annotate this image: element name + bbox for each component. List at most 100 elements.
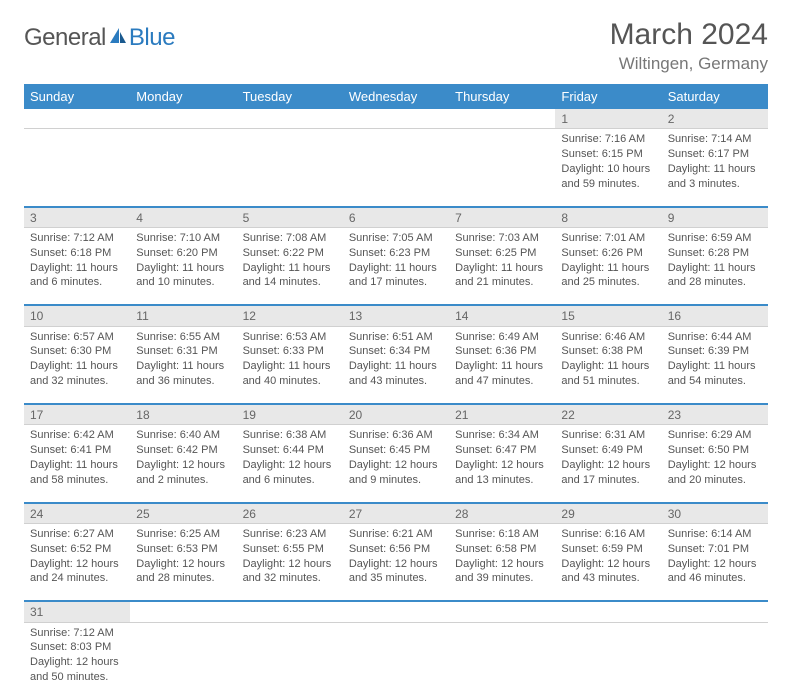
sunset-text: Sunset: 6:25 PM: [455, 246, 549, 261]
daylight-text: Daylight: 12 hours and 17 minutes.: [561, 458, 655, 488]
sunrise-text: Sunrise: 7:12 AM: [30, 231, 124, 246]
day-cell: Sunrise: 6:25 AMSunset: 6:53 PMDaylight:…: [130, 523, 236, 601]
sunrise-text: Sunrise: 7:08 AM: [243, 231, 337, 246]
sunrise-text: Sunrise: 6:36 AM: [349, 428, 443, 443]
day-number-row: 12: [24, 109, 768, 129]
day-cell: Sunrise: 6:31 AMSunset: 6:49 PMDaylight:…: [555, 425, 661, 503]
sunrise-text: Sunrise: 6:34 AM: [455, 428, 549, 443]
sunset-text: Sunset: 6:53 PM: [136, 542, 230, 557]
day-number-cell: 13: [343, 305, 449, 326]
sunrise-text: Sunrise: 6:27 AM: [30, 527, 124, 542]
day-cell: Sunrise: 6:14 AMSunset: 7:01 PMDaylight:…: [662, 523, 768, 601]
sunrise-text: Sunrise: 6:59 AM: [668, 231, 762, 246]
sunrise-text: Sunrise: 7:14 AM: [668, 132, 762, 147]
day-cell: Sunrise: 7:14 AMSunset: 6:17 PMDaylight:…: [662, 129, 768, 207]
sunset-text: Sunset: 6:45 PM: [349, 443, 443, 458]
day-cell: Sunrise: 7:12 AMSunset: 8:03 PMDaylight:…: [24, 622, 130, 700]
day-cell: Sunrise: 6:38 AMSunset: 6:44 PMDaylight:…: [237, 425, 343, 503]
logo: General Blue: [24, 24, 175, 52]
sunrise-text: Sunrise: 7:12 AM: [30, 626, 124, 641]
daylight-text: Daylight: 12 hours and 28 minutes.: [136, 557, 230, 587]
daylight-text: Daylight: 11 hours and 36 minutes.: [136, 359, 230, 389]
sunrise-text: Sunrise: 7:03 AM: [455, 231, 549, 246]
day-number-cell: 21: [449, 404, 555, 425]
day-number-cell: 15: [555, 305, 661, 326]
sunset-text: Sunset: 6:20 PM: [136, 246, 230, 261]
day-number-cell: 29: [555, 503, 661, 524]
day-number-cell: 8: [555, 207, 661, 228]
daylight-text: Daylight: 11 hours and 25 minutes.: [561, 261, 655, 291]
day-number-cell: [343, 109, 449, 129]
day-cell: Sunrise: 6:23 AMSunset: 6:55 PMDaylight:…: [237, 523, 343, 601]
day-number-cell: 25: [130, 503, 236, 524]
daylight-text: Daylight: 11 hours and 14 minutes.: [243, 261, 337, 291]
sunrise-text: Sunrise: 6:44 AM: [668, 330, 762, 345]
daylight-text: Daylight: 11 hours and 51 minutes.: [561, 359, 655, 389]
day-number-cell: 19: [237, 404, 343, 425]
logo-text-general: General: [24, 24, 106, 52]
daylight-text: Daylight: 10 hours and 59 minutes.: [561, 162, 655, 192]
sunset-text: Sunset: 6:52 PM: [30, 542, 124, 557]
day-cell: [343, 622, 449, 700]
daylight-text: Daylight: 12 hours and 9 minutes.: [349, 458, 443, 488]
day-cell: Sunrise: 6:27 AMSunset: 6:52 PMDaylight:…: [24, 523, 130, 601]
day-content-row: Sunrise: 6:27 AMSunset: 6:52 PM Daylight:…: [24, 523, 768, 601]
day-content-row: Sunrise: 7:12 AMSunset: 6:18 PM Daylight:…: [24, 227, 768, 305]
sunrise-text: Sunrise: 6:57 AM: [30, 330, 124, 345]
day-number-cell: 26: [237, 503, 343, 524]
day-cell: [130, 129, 236, 207]
sunrise-text: Sunrise: 6:18 AM: [455, 527, 549, 542]
daylight-text: Daylight: 12 hours and 43 minutes.: [561, 557, 655, 587]
day-cell: Sunrise: 6:16 AMSunset: 6:59 PMDaylight:…: [555, 523, 661, 601]
daylight-text: Daylight: 11 hours and 17 minutes.: [349, 261, 443, 291]
sunrise-text: Sunrise: 6:42 AM: [30, 428, 124, 443]
day-cell: Sunrise: 7:01 AMSunset: 6:26 PMDaylight:…: [555, 227, 661, 305]
day-number-row: 3456789: [24, 207, 768, 228]
daylight-text: Daylight: 11 hours and 32 minutes.: [30, 359, 124, 389]
day-cell: Sunrise: 6:34 AMSunset: 6:47 PMDaylight:…: [449, 425, 555, 503]
sunrise-text: Sunrise: 7:01 AM: [561, 231, 655, 246]
sunset-text: Sunset: 6:47 PM: [455, 443, 549, 458]
day-number-cell: 7: [449, 207, 555, 228]
sunset-text: Sunset: 6:26 PM: [561, 246, 655, 261]
sunrise-text: Sunrise: 6:51 AM: [349, 330, 443, 345]
daylight-text: Daylight: 12 hours and 35 minutes.: [349, 557, 443, 587]
logo-text-blue: Blue: [129, 24, 175, 52]
day-cell: Sunrise: 6:55 AMSunset: 6:31 PMDaylight:…: [130, 326, 236, 404]
weekday-header: Saturday: [662, 84, 768, 109]
day-number-cell: 4: [130, 207, 236, 228]
day-number-cell: 3: [24, 207, 130, 228]
day-number-cell: 14: [449, 305, 555, 326]
sunrise-text: Sunrise: 6:55 AM: [136, 330, 230, 345]
sunset-text: Sunset: 6:18 PM: [30, 246, 124, 261]
day-cell: Sunrise: 6:57 AMSunset: 6:30 PMDaylight:…: [24, 326, 130, 404]
daylight-text: Daylight: 11 hours and 40 minutes.: [243, 359, 337, 389]
weekday-header: Sunday: [24, 84, 130, 109]
day-cell: [343, 129, 449, 207]
sunrise-text: Sunrise: 7:05 AM: [349, 231, 443, 246]
daylight-text: Daylight: 12 hours and 50 minutes.: [30, 655, 124, 685]
daylight-text: Daylight: 11 hours and 58 minutes.: [30, 458, 124, 488]
day-cell: Sunrise: 6:40 AMSunset: 6:42 PMDaylight:…: [130, 425, 236, 503]
sunset-text: Sunset: 6:17 PM: [668, 147, 762, 162]
day-number-cell: 28: [449, 503, 555, 524]
daylight-text: Daylight: 11 hours and 43 minutes.: [349, 359, 443, 389]
day-cell: Sunrise: 6:51 AMSunset: 6:34 PMDaylight:…: [343, 326, 449, 404]
daylight-text: Daylight: 12 hours and 13 minutes.: [455, 458, 549, 488]
logo-sail-icon: [108, 26, 128, 51]
day-number-cell: 27: [343, 503, 449, 524]
day-number-cell: 10: [24, 305, 130, 326]
sunrise-text: Sunrise: 6:23 AM: [243, 527, 337, 542]
weekday-header: Thursday: [449, 84, 555, 109]
sunset-text: Sunset: 6:55 PM: [243, 542, 337, 557]
weekday-header: Friday: [555, 84, 661, 109]
day-cell: [237, 129, 343, 207]
sunset-text: Sunset: 6:28 PM: [668, 246, 762, 261]
day-cell: Sunrise: 6:18 AMSunset: 6:58 PMDaylight:…: [449, 523, 555, 601]
day-number-cell: 30: [662, 503, 768, 524]
day-content-row: Sunrise: 7:16 AMSunset: 6:15 PMDaylight:…: [24, 129, 768, 207]
daylight-text: Daylight: 12 hours and 32 minutes.: [243, 557, 337, 587]
weekday-header: Monday: [130, 84, 236, 109]
day-number-cell: 1: [555, 109, 661, 129]
daylight-text: Daylight: 12 hours and 46 minutes.: [668, 557, 762, 587]
